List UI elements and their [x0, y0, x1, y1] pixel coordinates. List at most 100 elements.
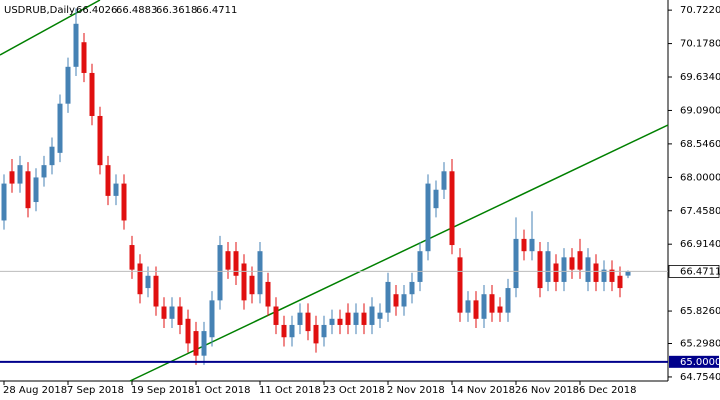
- candle-body: [233, 251, 239, 276]
- candle-body: [225, 251, 231, 270]
- candle-body: [569, 257, 575, 270]
- x-tick-label: 26 Nov 2018: [515, 385, 579, 396]
- candle-body: [609, 269, 615, 282]
- candle-body: [89, 72, 95, 116]
- candle-body: [201, 331, 207, 356]
- candle-body: [353, 312, 359, 325]
- x-tick-label: 23 Oct 2018: [323, 385, 385, 396]
- candle-body: [81, 42, 87, 73]
- candle-body: [41, 165, 47, 178]
- y-tick-label: 65.8260: [680, 306, 720, 317]
- trend-line: [0, 0, 101, 56]
- chart-title: USDRUB,Daily: [4, 5, 75, 16]
- candle-body: [625, 271, 631, 276]
- y-tick-label: 65.2980: [680, 339, 720, 350]
- price-label-box: [668, 265, 720, 278]
- candle-body: [617, 275, 623, 289]
- candle-body: [73, 23, 79, 67]
- candle-body: [25, 171, 31, 209]
- candle-body: [313, 324, 319, 344]
- candle-body: [281, 324, 287, 338]
- candle-body: [49, 146, 55, 166]
- y-tick-label: 69.0900: [680, 105, 720, 116]
- candle-body: [425, 183, 431, 252]
- candle-body: [577, 251, 583, 270]
- x-tick-label: 19 Sep 2018: [131, 385, 194, 396]
- ohlc-low: 66.3618: [156, 5, 197, 16]
- level-label-box: [669, 355, 719, 368]
- candle-body: [409, 281, 415, 295]
- candle-body: [513, 238, 519, 289]
- candle-body: [337, 318, 343, 325]
- candle-body: [209, 300, 215, 338]
- candle-body: [401, 294, 407, 307]
- candle-body: [265, 281, 271, 307]
- candle-body: [33, 177, 39, 203]
- candle-body: [497, 306, 503, 313]
- x-tick-label: 6 Dec 2018: [579, 385, 637, 396]
- candle-body: [369, 306, 375, 325]
- candle-body: [113, 183, 119, 196]
- candle-body: [121, 183, 127, 221]
- candle-body: [193, 331, 199, 356]
- candle-body: [217, 245, 223, 301]
- candle-body: [257, 251, 263, 295]
- candle-body: [505, 288, 511, 313]
- x-tick-label: 2 Nov 2018: [387, 385, 445, 396]
- x-tick-label: 28 Aug 2018: [3, 385, 67, 396]
- candle-body: [473, 300, 479, 319]
- candle-body: [9, 171, 15, 184]
- candle-body: [105, 165, 111, 196]
- candle-body: [521, 238, 527, 252]
- ohlc-open: 66.4026: [76, 5, 117, 16]
- candle-body: [561, 257, 567, 282]
- candle-body: [305, 312, 311, 332]
- y-tick-label: 64.7540: [680, 372, 720, 383]
- candle-body: [585, 257, 591, 282]
- candle-body: [185, 318, 191, 344]
- candle-body: [241, 263, 247, 301]
- y-tick-label: 70.1780: [680, 39, 720, 50]
- price-label: 66.4711: [680, 266, 720, 277]
- candle-body: [297, 312, 303, 325]
- candle-body: [289, 324, 295, 338]
- candle-body: [593, 263, 599, 282]
- candle-body: [601, 269, 607, 282]
- candle-body: [529, 238, 535, 252]
- candle-body: [465, 300, 471, 313]
- candle-body: [57, 103, 63, 153]
- candle-body: [441, 171, 447, 190]
- candle-body: [65, 66, 71, 104]
- y-tick-label: 68.0000: [680, 172, 720, 183]
- y-tick-label: 67.4580: [680, 206, 720, 217]
- y-tick-label: 66.9140: [680, 239, 720, 250]
- ohlc-close: 66.4711: [196, 5, 237, 16]
- candle-body: [545, 251, 551, 282]
- candle-body: [273, 306, 279, 325]
- candle-body: [161, 306, 167, 319]
- candle-body: [249, 275, 255, 295]
- candle-body: [177, 306, 183, 325]
- candle-body: [1, 183, 7, 221]
- candle-body: [145, 275, 151, 289]
- candle-body: [377, 312, 383, 319]
- x-tick-label: 11 Oct 2018: [259, 385, 321, 396]
- y-tick-label: 68.5460: [680, 139, 720, 150]
- y-tick-label: 70.7220: [680, 5, 720, 16]
- candle-body: [489, 294, 495, 313]
- candle-body: [153, 275, 159, 307]
- candle-body: [385, 281, 391, 313]
- candle-body: [481, 294, 487, 319]
- candle-body: [393, 294, 399, 307]
- candle-body: [457, 257, 463, 313]
- candle-body: [553, 263, 559, 282]
- candle-body: [129, 245, 135, 270]
- trend-line: [129, 124, 669, 382]
- x-tick-label: 7 Sep 2018: [67, 385, 124, 396]
- candle-body: [345, 312, 351, 325]
- ohlc-high: 66.4883: [116, 5, 157, 16]
- candle-body: [17, 165, 23, 184]
- x-tick-label: 1 Oct 2018: [195, 385, 250, 396]
